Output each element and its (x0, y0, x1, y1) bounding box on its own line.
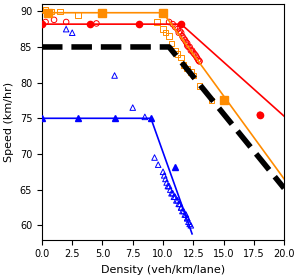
Point (185, 41, 190, 46)
Point (167, 20, 171, 24)
Point (163, 30, 168, 35)
Point (185, 66, 190, 71)
Point (173, 48, 178, 53)
Point (190, 48, 194, 53)
Point (257, 112, 262, 117)
Point (169, 191, 174, 195)
Point (209, 98, 214, 103)
Point (43, 8, 48, 12)
Point (188, 70, 193, 74)
Point (58, 9, 62, 14)
Point (179, 30, 184, 35)
Point (170, 22, 175, 27)
Point (188, 223, 193, 227)
Point (156, 162, 161, 167)
Point (197, 59, 202, 63)
Point (193, 53, 198, 58)
Point (187, 45, 192, 49)
Point (52, 18, 57, 22)
Point (175, 198, 180, 203)
Point (182, 38, 187, 42)
Point (49, 9, 54, 14)
Point (161, 170, 165, 174)
Point (70, 30, 75, 35)
Point (180, 34, 185, 39)
Point (43, 20, 48, 24)
Point (76, 13, 81, 17)
Point (168, 187, 173, 192)
Point (155, 20, 159, 24)
Point (179, 205, 184, 210)
Point (197, 84, 202, 88)
Point (142, 115, 147, 119)
Point (162, 173, 167, 178)
Point (165, 184, 170, 188)
Point (181, 36, 186, 41)
Point (195, 56, 199, 60)
Point (175, 27, 180, 31)
Point (174, 198, 179, 203)
Point (185, 43, 190, 48)
Point (163, 177, 168, 181)
Point (176, 30, 181, 35)
Point (181, 62, 186, 67)
Point (94, 21, 99, 26)
Point (185, 216, 190, 220)
Point (188, 48, 193, 53)
Point (180, 209, 185, 213)
Point (161, 27, 165, 31)
Point (173, 25, 178, 29)
Point (191, 50, 196, 55)
Point (181, 209, 186, 213)
Point (167, 34, 171, 39)
Point (112, 73, 117, 78)
Point (179, 205, 184, 210)
Point (191, 73, 196, 78)
Point (197, 59, 202, 63)
Point (172, 194, 176, 199)
Point (192, 52, 197, 56)
Point (178, 29, 182, 33)
Point (175, 52, 180, 56)
Point (152, 155, 157, 160)
Point (179, 56, 184, 60)
Point (170, 191, 175, 195)
Point (196, 57, 201, 62)
Point (184, 40, 188, 44)
Point (64, 20, 68, 24)
Point (186, 45, 191, 49)
Point (173, 194, 178, 199)
Point (184, 212, 188, 217)
Point (182, 212, 187, 217)
Point (176, 202, 181, 206)
Point (185, 216, 190, 220)
Point (178, 202, 182, 206)
Point (164, 180, 169, 185)
Point (187, 222, 192, 226)
Point (169, 41, 174, 46)
Point (64, 27, 68, 31)
Y-axis label: Speed (km/hr): Speed (km/hr) (4, 82, 14, 162)
Point (167, 184, 171, 188)
Point (186, 220, 191, 224)
X-axis label: Density (veh/km/lane): Density (veh/km/lane) (101, 265, 225, 275)
Point (130, 105, 135, 110)
